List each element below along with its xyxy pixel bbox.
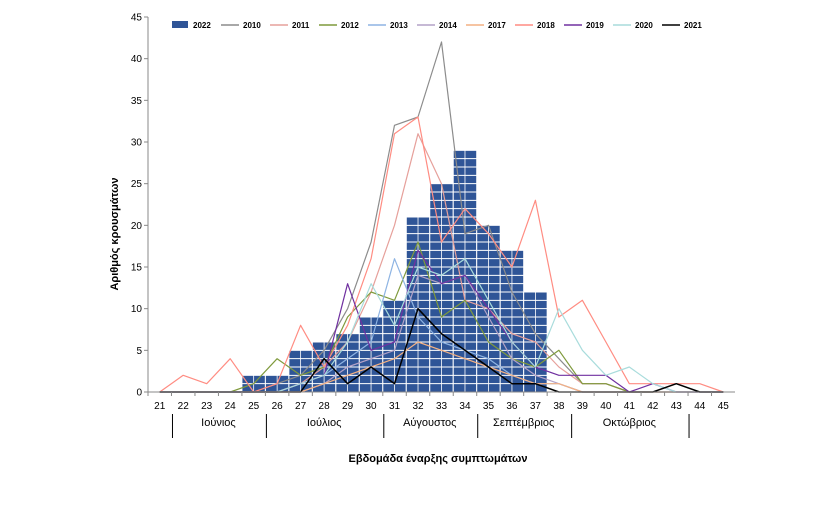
x-tick-label: 32 (412, 401, 424, 412)
legend-item-2010: 2010 (221, 21, 261, 30)
x-tick-label: 24 (225, 401, 237, 412)
month-label: Ιούνιος (201, 417, 236, 429)
legend-item-2021: 2021 (662, 21, 702, 30)
y-tick-label: 35 (131, 96, 143, 107)
y-tick-label: 5 (136, 346, 142, 357)
month-label: Ιούλιος (307, 417, 342, 429)
legend-label: 2017 (488, 21, 506, 30)
bar (358, 316, 384, 393)
x-tick-label: 29 (342, 401, 354, 412)
x-tick-label: 27 (295, 401, 307, 412)
x-tick-label: 21 (154, 401, 166, 412)
x-tick-label: 26 (272, 401, 284, 412)
legend: 2022 2010 2011 2012 2013 2014 2017 2018 2019 2020… (172, 21, 702, 30)
bar (288, 349, 313, 393)
x-tick-label: 35 (483, 401, 495, 412)
x-tick-label: 31 (389, 401, 401, 412)
legend-label: 2010 (243, 21, 261, 30)
legend-item-2017: 2017 (466, 21, 506, 30)
legend-label: 2021 (684, 21, 702, 30)
month-label: Οκτώβριος (603, 417, 656, 429)
legend-item-2014: 2014 (417, 21, 457, 30)
x-tick-label: 37 (530, 401, 542, 412)
x-tick-label: 30 (365, 401, 377, 412)
legend-item-2013: 2013 (368, 21, 408, 30)
legend-swatch (172, 21, 188, 28)
legend-label: 2020 (635, 21, 653, 30)
legend-label: 2019 (586, 21, 604, 30)
x-tick-label: 41 (624, 401, 636, 412)
y-tick-label: 20 (131, 221, 143, 232)
x-tick-label: 28 (319, 401, 331, 412)
month-label: Σεπτέμβριος (493, 417, 554, 429)
legend-item-2020: 2020 (613, 21, 653, 30)
legend-item-2011: 2011 (270, 21, 310, 30)
x-tick-label: 40 (600, 401, 612, 412)
x-tick-label: 38 (553, 401, 565, 412)
x-tick-label: 22 (178, 401, 190, 412)
x-tick-label: 33 (436, 401, 448, 412)
y-tick-label: 0 (136, 388, 142, 399)
y-tick-label: 40 (131, 54, 143, 65)
y-tick-label: 30 (131, 138, 143, 149)
x-tick-label: 45 (718, 401, 730, 412)
legend-label: 2018 (537, 21, 555, 30)
x-axis-title: Εβδομάδα έναρξης συμπτωμάτων (349, 453, 528, 465)
y-axis-title: Αριθμός κρουσμάτων (109, 177, 121, 290)
x-tick-label: 42 (647, 401, 659, 412)
bar (499, 249, 525, 393)
legend-label: 2014 (439, 21, 457, 30)
legend-label: 2013 (390, 21, 408, 30)
bar (452, 149, 478, 393)
y-tick-label: 10 (131, 304, 143, 315)
legend-item-2018: 2018 (515, 21, 555, 30)
legend-item-2019: 2019 (564, 21, 604, 30)
bar (429, 183, 454, 393)
legend-item-2012: 2012 (319, 21, 359, 30)
x-tick-label: 44 (694, 401, 706, 412)
x-tick-label: 43 (671, 401, 683, 412)
x-tick-label: 34 (459, 401, 471, 412)
legend-label: 2011 (292, 21, 310, 30)
y-tick-label: 15 (131, 263, 143, 274)
legend-label: 2012 (341, 21, 359, 30)
y-tick-label: 25 (131, 179, 143, 190)
x-tick-label: 25 (248, 401, 260, 412)
legend-label: 2022 (193, 21, 211, 30)
month-label: Αύγουστος (403, 417, 456, 429)
x-tick-label: 36 (506, 401, 518, 412)
x-tick-label: 23 (201, 401, 213, 412)
y-tick-label: 45 (131, 13, 143, 24)
x-tick-label: 39 (577, 401, 589, 412)
axes: 0 5 10 15 20 25 30 35 40 45 21 22 23 24 25 26 27 28 29 30 31… (131, 13, 735, 438)
legend-item-2022: 2022 (172, 21, 211, 30)
